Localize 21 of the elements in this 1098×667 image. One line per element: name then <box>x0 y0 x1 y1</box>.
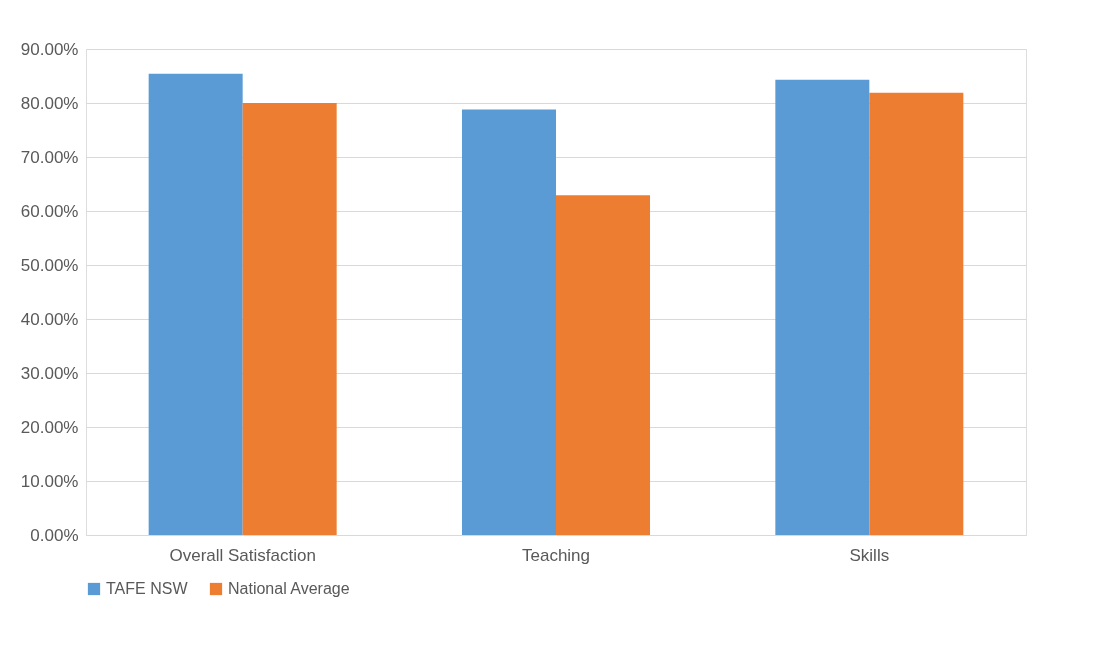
legend-label: National Average <box>228 580 350 597</box>
y-tick-label: 80.00% <box>20 93 79 113</box>
bar <box>242 103 337 535</box>
y-tick-label: 20.00% <box>20 417 79 437</box>
y-tick-label: 70.00% <box>20 147 79 167</box>
x-tick-label: Overall Satisfaction <box>169 545 316 565</box>
y-tick-label: 60.00% <box>20 201 79 221</box>
y-tick-label: 90.00% <box>20 39 79 59</box>
bar <box>775 79 870 535</box>
y-tick-label: 30.00% <box>20 363 79 383</box>
legend-label: TAFE NSW <box>106 580 189 597</box>
bar <box>462 109 556 535</box>
bar <box>869 92 964 535</box>
x-tick-label: Teaching <box>521 545 591 565</box>
bar <box>148 73 243 535</box>
y-tick-label: 0.00% <box>30 525 79 545</box>
y-tick-label: 10.00% <box>20 471 79 491</box>
y-tick-label: 40.00% <box>20 309 79 329</box>
bar <box>556 195 650 535</box>
y-tick-label: 50.00% <box>20 255 79 275</box>
x-tick-label: Skills <box>849 545 890 565</box>
